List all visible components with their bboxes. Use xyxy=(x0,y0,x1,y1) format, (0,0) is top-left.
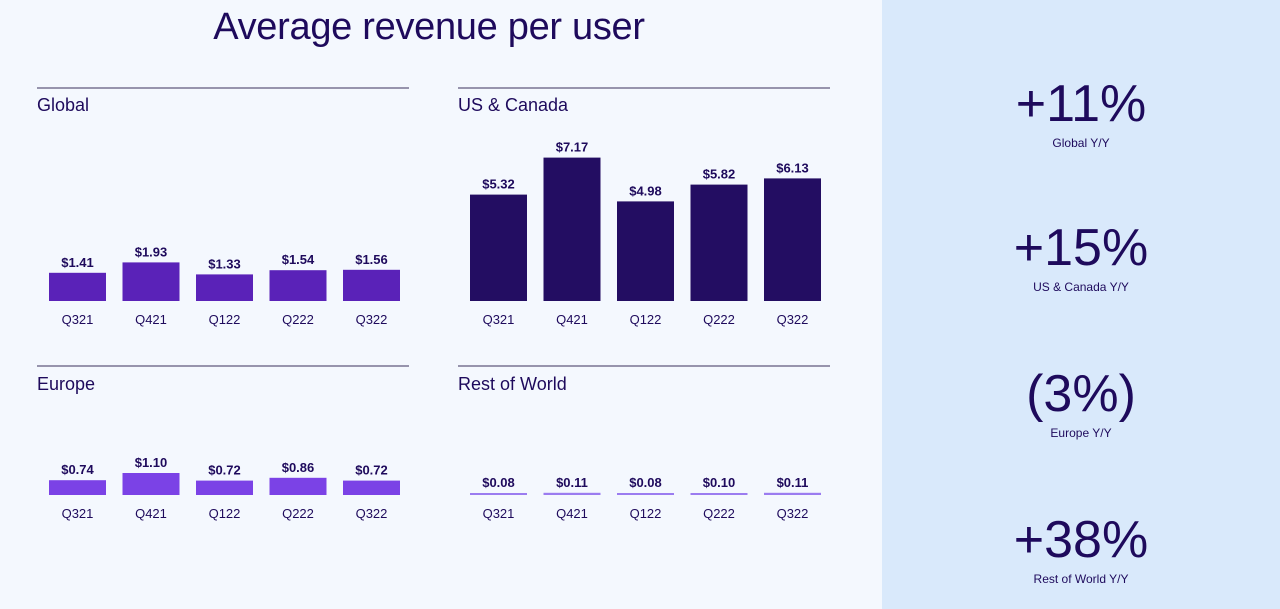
bar-global-q322 xyxy=(343,269,400,301)
category-label-rest-of-world-q322: Q322 xyxy=(777,506,809,521)
yoy-sidebar: +11% Global Y/Y +15% US & Canada Y/Y (3%… xyxy=(882,0,1280,609)
value-label-europe-q421: $1.10 xyxy=(135,455,168,470)
value-label-rest-of-world-q421: $0.11 xyxy=(556,475,588,490)
value-label-europe-q322: $0.72 xyxy=(355,463,388,478)
yoy-stat-us-canada: +15% US & Canada Y/Y xyxy=(882,222,1280,294)
bar-global-q222 xyxy=(269,270,327,301)
yoy-label-europe: Europe Y/Y xyxy=(1050,426,1112,440)
value-label-global-q421: $1.93 xyxy=(135,244,168,259)
yoy-value-us-canada: +15% xyxy=(1013,219,1149,277)
bar-rest-of-world-q321 xyxy=(470,493,527,495)
value-label-global-q322: $1.56 xyxy=(355,252,388,267)
value-label-europe-q321: $0.74 xyxy=(61,462,94,477)
value-label-global-q222: $1.54 xyxy=(282,252,315,267)
panel-title-us-canada: US & Canada xyxy=(458,95,569,115)
bar-us-canada-q321 xyxy=(470,194,527,301)
chart-panel-europe: Europe $0.74 Q321 $1.10 Q421 $0.72 Q122 $0.86 Q2… xyxy=(37,365,409,521)
category-label-europe-q222: Q222 xyxy=(282,506,314,521)
value-label-us-canada-q421: $7.17 xyxy=(556,140,589,155)
page-title: Average revenue per user xyxy=(213,6,645,48)
value-label-global-q122: $1.33 xyxy=(208,256,241,271)
category-label-us-canada-q421: Q421 xyxy=(556,312,588,327)
value-label-global-q321: $1.41 xyxy=(61,255,94,270)
bar-global-q321 xyxy=(49,272,106,301)
category-label-rest-of-world-q222: Q222 xyxy=(703,506,735,521)
category-label-global-q321: Q321 xyxy=(62,312,94,327)
category-label-us-canada-q321: Q321 xyxy=(483,312,515,327)
chart-panel-us-canada: US & Canada $5.32 Q321 $7.17 Q421 $4.98 Q122 $5… xyxy=(458,87,830,327)
category-label-global-q322: Q322 xyxy=(356,312,388,327)
yoy-value-rest-of-world: +38% xyxy=(1013,511,1149,569)
category-label-europe-q122: Q122 xyxy=(209,506,241,521)
category-label-us-canada-q322: Q322 xyxy=(777,312,809,327)
category-label-europe-q421: Q421 xyxy=(135,506,167,521)
category-label-us-canada-q122: Q122 xyxy=(630,312,662,327)
category-label-global-q421: Q421 xyxy=(135,312,167,327)
value-label-us-canada-q222: $5.82 xyxy=(703,167,736,182)
panel-title-global: Global xyxy=(37,95,89,115)
value-label-rest-of-world-q321: $0.08 xyxy=(482,475,515,490)
value-label-rest-of-world-q222: $0.10 xyxy=(703,475,736,490)
category-label-us-canada-q222: Q222 xyxy=(703,312,735,327)
bar-europe-q421 xyxy=(122,473,180,495)
charts-area: Global $1.41 Q321 $1.93 Q421 $1.33 Q122 $1.54 Q2… xyxy=(37,87,830,521)
yoy-stat-global: +11% Global Y/Y xyxy=(882,78,1280,150)
category-label-global-q222: Q222 xyxy=(282,312,314,327)
bar-europe-q321 xyxy=(49,480,106,495)
bar-us-canada-q322 xyxy=(764,178,821,301)
value-label-us-canada-q321: $5.32 xyxy=(482,177,515,192)
chart-panel-global: Global $1.41 Q321 $1.93 Q421 $1.33 Q122 $1.54 Q2… xyxy=(37,87,409,327)
category-label-europe-q322: Q322 xyxy=(356,506,388,521)
bar-europe-q322 xyxy=(343,480,400,495)
chart-panel-rest-of-world: Rest of World $0.08 Q321 $0.11 Q421 $0.08 Q122… xyxy=(458,365,830,521)
bar-rest-of-world-q222 xyxy=(690,493,748,495)
value-label-rest-of-world-q122: $0.08 xyxy=(629,475,662,490)
yoy-label-rest-of-world: Rest of World Y/Y xyxy=(1033,572,1129,586)
yoy-stat-europe: (3%) Europe Y/Y xyxy=(882,368,1280,440)
category-label-rest-of-world-q421: Q421 xyxy=(556,506,588,521)
bar-rest-of-world-q322 xyxy=(764,492,821,495)
value-label-europe-q122: $0.72 xyxy=(208,463,241,478)
bar-us-canada-q421 xyxy=(543,157,601,301)
bar-europe-q122 xyxy=(196,480,253,495)
yoy-label-global: Global Y/Y xyxy=(1052,136,1110,150)
bar-rest-of-world-q122 xyxy=(617,493,674,495)
category-label-europe-q321: Q321 xyxy=(62,506,94,521)
yoy-value-europe: (3%) xyxy=(1026,365,1136,423)
value-label-europe-q222: $0.86 xyxy=(282,460,315,475)
bar-us-canada-q122 xyxy=(617,201,674,301)
yoy-label-us-canada: US & Canada Y/Y xyxy=(1033,280,1129,294)
bar-us-canada-q222 xyxy=(690,184,748,301)
value-label-rest-of-world-q322: $0.11 xyxy=(777,475,809,490)
bar-global-q122 xyxy=(196,274,253,301)
category-label-global-q122: Q122 xyxy=(209,312,241,327)
category-label-rest-of-world-q122: Q122 xyxy=(630,506,662,521)
yoy-stat-rest-of-world: +38% Rest of World Y/Y xyxy=(882,514,1280,586)
bar-global-q421 xyxy=(122,262,180,301)
panel-title-europe: Europe xyxy=(37,374,95,394)
value-label-us-canada-q122: $4.98 xyxy=(629,183,662,198)
yoy-value-global: +11% xyxy=(1015,75,1147,133)
value-label-us-canada-q322: $6.13 xyxy=(776,160,809,175)
panel-title-rest-of-world: Rest of World xyxy=(458,374,567,394)
bar-europe-q222 xyxy=(269,477,327,495)
bar-rest-of-world-q421 xyxy=(543,492,601,495)
category-label-rest-of-world-q321: Q321 xyxy=(483,506,515,521)
